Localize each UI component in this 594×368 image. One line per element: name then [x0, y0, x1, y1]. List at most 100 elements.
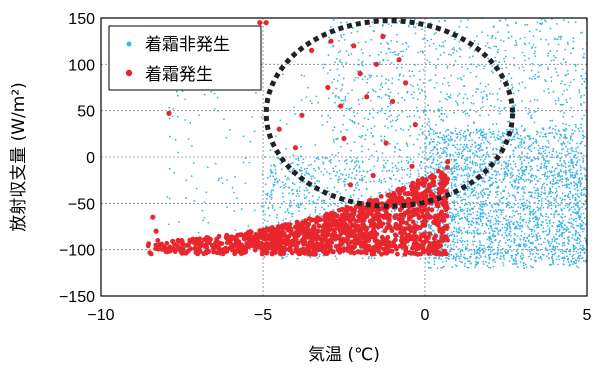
no-frost-point	[388, 97, 391, 100]
no-frost-point	[366, 78, 369, 81]
no-frost-point	[331, 44, 334, 47]
no-frost-point	[447, 244, 449, 247]
no-frost-point	[462, 170, 465, 172]
no-frost-point	[512, 149, 515, 152]
no-frost-point	[373, 30, 376, 33]
no-frost-point	[534, 215, 537, 218]
no-frost-point	[565, 74, 568, 76]
no-frost-point	[536, 76, 539, 78]
no-frost-point	[444, 97, 447, 100]
no-frost-point	[435, 185, 438, 188]
no-frost-point	[267, 207, 270, 210]
no-frost-point	[167, 223, 170, 226]
no-frost-point	[405, 48, 408, 51]
no-frost-point	[456, 133, 459, 136]
no-frost-point	[489, 185, 491, 188]
no-frost-point	[496, 186, 498, 189]
no-frost-point	[508, 223, 511, 226]
no-frost-point	[549, 50, 552, 52]
no-frost-point	[543, 166, 545, 169]
no-frost-point	[283, 187, 285, 189]
no-frost-point	[485, 136, 487, 139]
no-frost-point	[433, 256, 436, 259]
no-frost-point	[501, 141, 504, 144]
no-frost-point	[357, 59, 360, 61]
no-frost-point	[312, 175, 314, 178]
no-frost-point	[458, 217, 461, 220]
no-frost-point	[314, 206, 317, 209]
no-frost-point	[517, 213, 520, 215]
no-frost-point	[453, 215, 456, 218]
no-frost-point	[413, 91, 415, 94]
no-frost-point	[438, 109, 441, 111]
no-frost-point	[489, 131, 492, 134]
no-frost-point	[563, 241, 566, 244]
no-frost-point	[327, 54, 330, 57]
no-frost-point	[358, 103, 360, 105]
no-frost-point	[448, 253, 451, 255]
no-frost-point	[567, 228, 570, 230]
no-frost-point	[574, 234, 577, 237]
no-frost-point	[428, 143, 431, 146]
no-frost-point	[426, 172, 429, 175]
no-frost-point	[439, 155, 441, 157]
no-frost-point	[373, 180, 375, 183]
no-frost-point	[544, 19, 546, 21]
no-frost-point	[502, 135, 505, 138]
no-frost-point	[443, 113, 446, 115]
no-frost-point	[386, 41, 388, 44]
no-frost-point	[341, 61, 343, 64]
no-frost-point	[553, 236, 555, 239]
no-frost-point	[454, 183, 457, 186]
no-frost-point	[453, 235, 456, 238]
no-frost-point	[453, 111, 455, 114]
no-frost-point	[459, 209, 462, 212]
no-frost-point	[517, 137, 520, 140]
no-frost-point	[376, 111, 379, 114]
no-frost-point	[562, 263, 565, 266]
no-frost-point	[385, 170, 388, 173]
no-frost-point	[537, 158, 540, 161]
no-frost-point	[273, 178, 276, 181]
no-frost-point	[519, 227, 522, 230]
no-frost-point	[495, 196, 497, 199]
no-frost-point	[283, 184, 285, 187]
no-frost-point	[508, 215, 511, 218]
no-frost-point	[453, 158, 456, 161]
no-frost-point	[533, 216, 536, 219]
no-frost-point	[443, 51, 446, 54]
no-frost-point	[497, 203, 500, 206]
no-frost-point	[505, 223, 507, 226]
no-frost-point	[407, 128, 410, 131]
no-frost-point	[427, 224, 430, 227]
no-frost-point	[340, 99, 343, 102]
no-frost-point	[441, 261, 444, 263]
no-frost-point	[554, 211, 557, 213]
no-frost-point	[584, 174, 587, 177]
no-frost-point	[251, 116, 254, 118]
no-frost-point	[583, 251, 586, 254]
frost-point	[421, 214, 427, 220]
no-frost-point	[334, 165, 337, 168]
no-frost-point	[557, 213, 559, 216]
no-frost-point	[453, 200, 456, 202]
no-frost-point	[523, 267, 525, 269]
no-frost-point	[463, 85, 465, 88]
no-frost-point	[482, 200, 485, 203]
no-frost-point	[456, 168, 458, 171]
no-frost-point	[389, 104, 392, 106]
no-frost-point	[561, 144, 563, 146]
no-frost-point	[487, 197, 489, 199]
no-frost-point	[221, 182, 224, 185]
no-frost-point	[568, 161, 570, 164]
no-frost-point	[242, 161, 245, 164]
no-frost-point	[344, 98, 347, 101]
no-frost-point	[493, 136, 496, 139]
no-frost-point	[425, 165, 428, 168]
no-frost-point	[439, 157, 441, 159]
no-frost-point	[290, 162, 292, 165]
no-frost-point	[355, 174, 358, 177]
no-frost-point	[514, 44, 517, 47]
no-frost-point	[485, 94, 488, 96]
no-frost-point	[466, 112, 469, 115]
